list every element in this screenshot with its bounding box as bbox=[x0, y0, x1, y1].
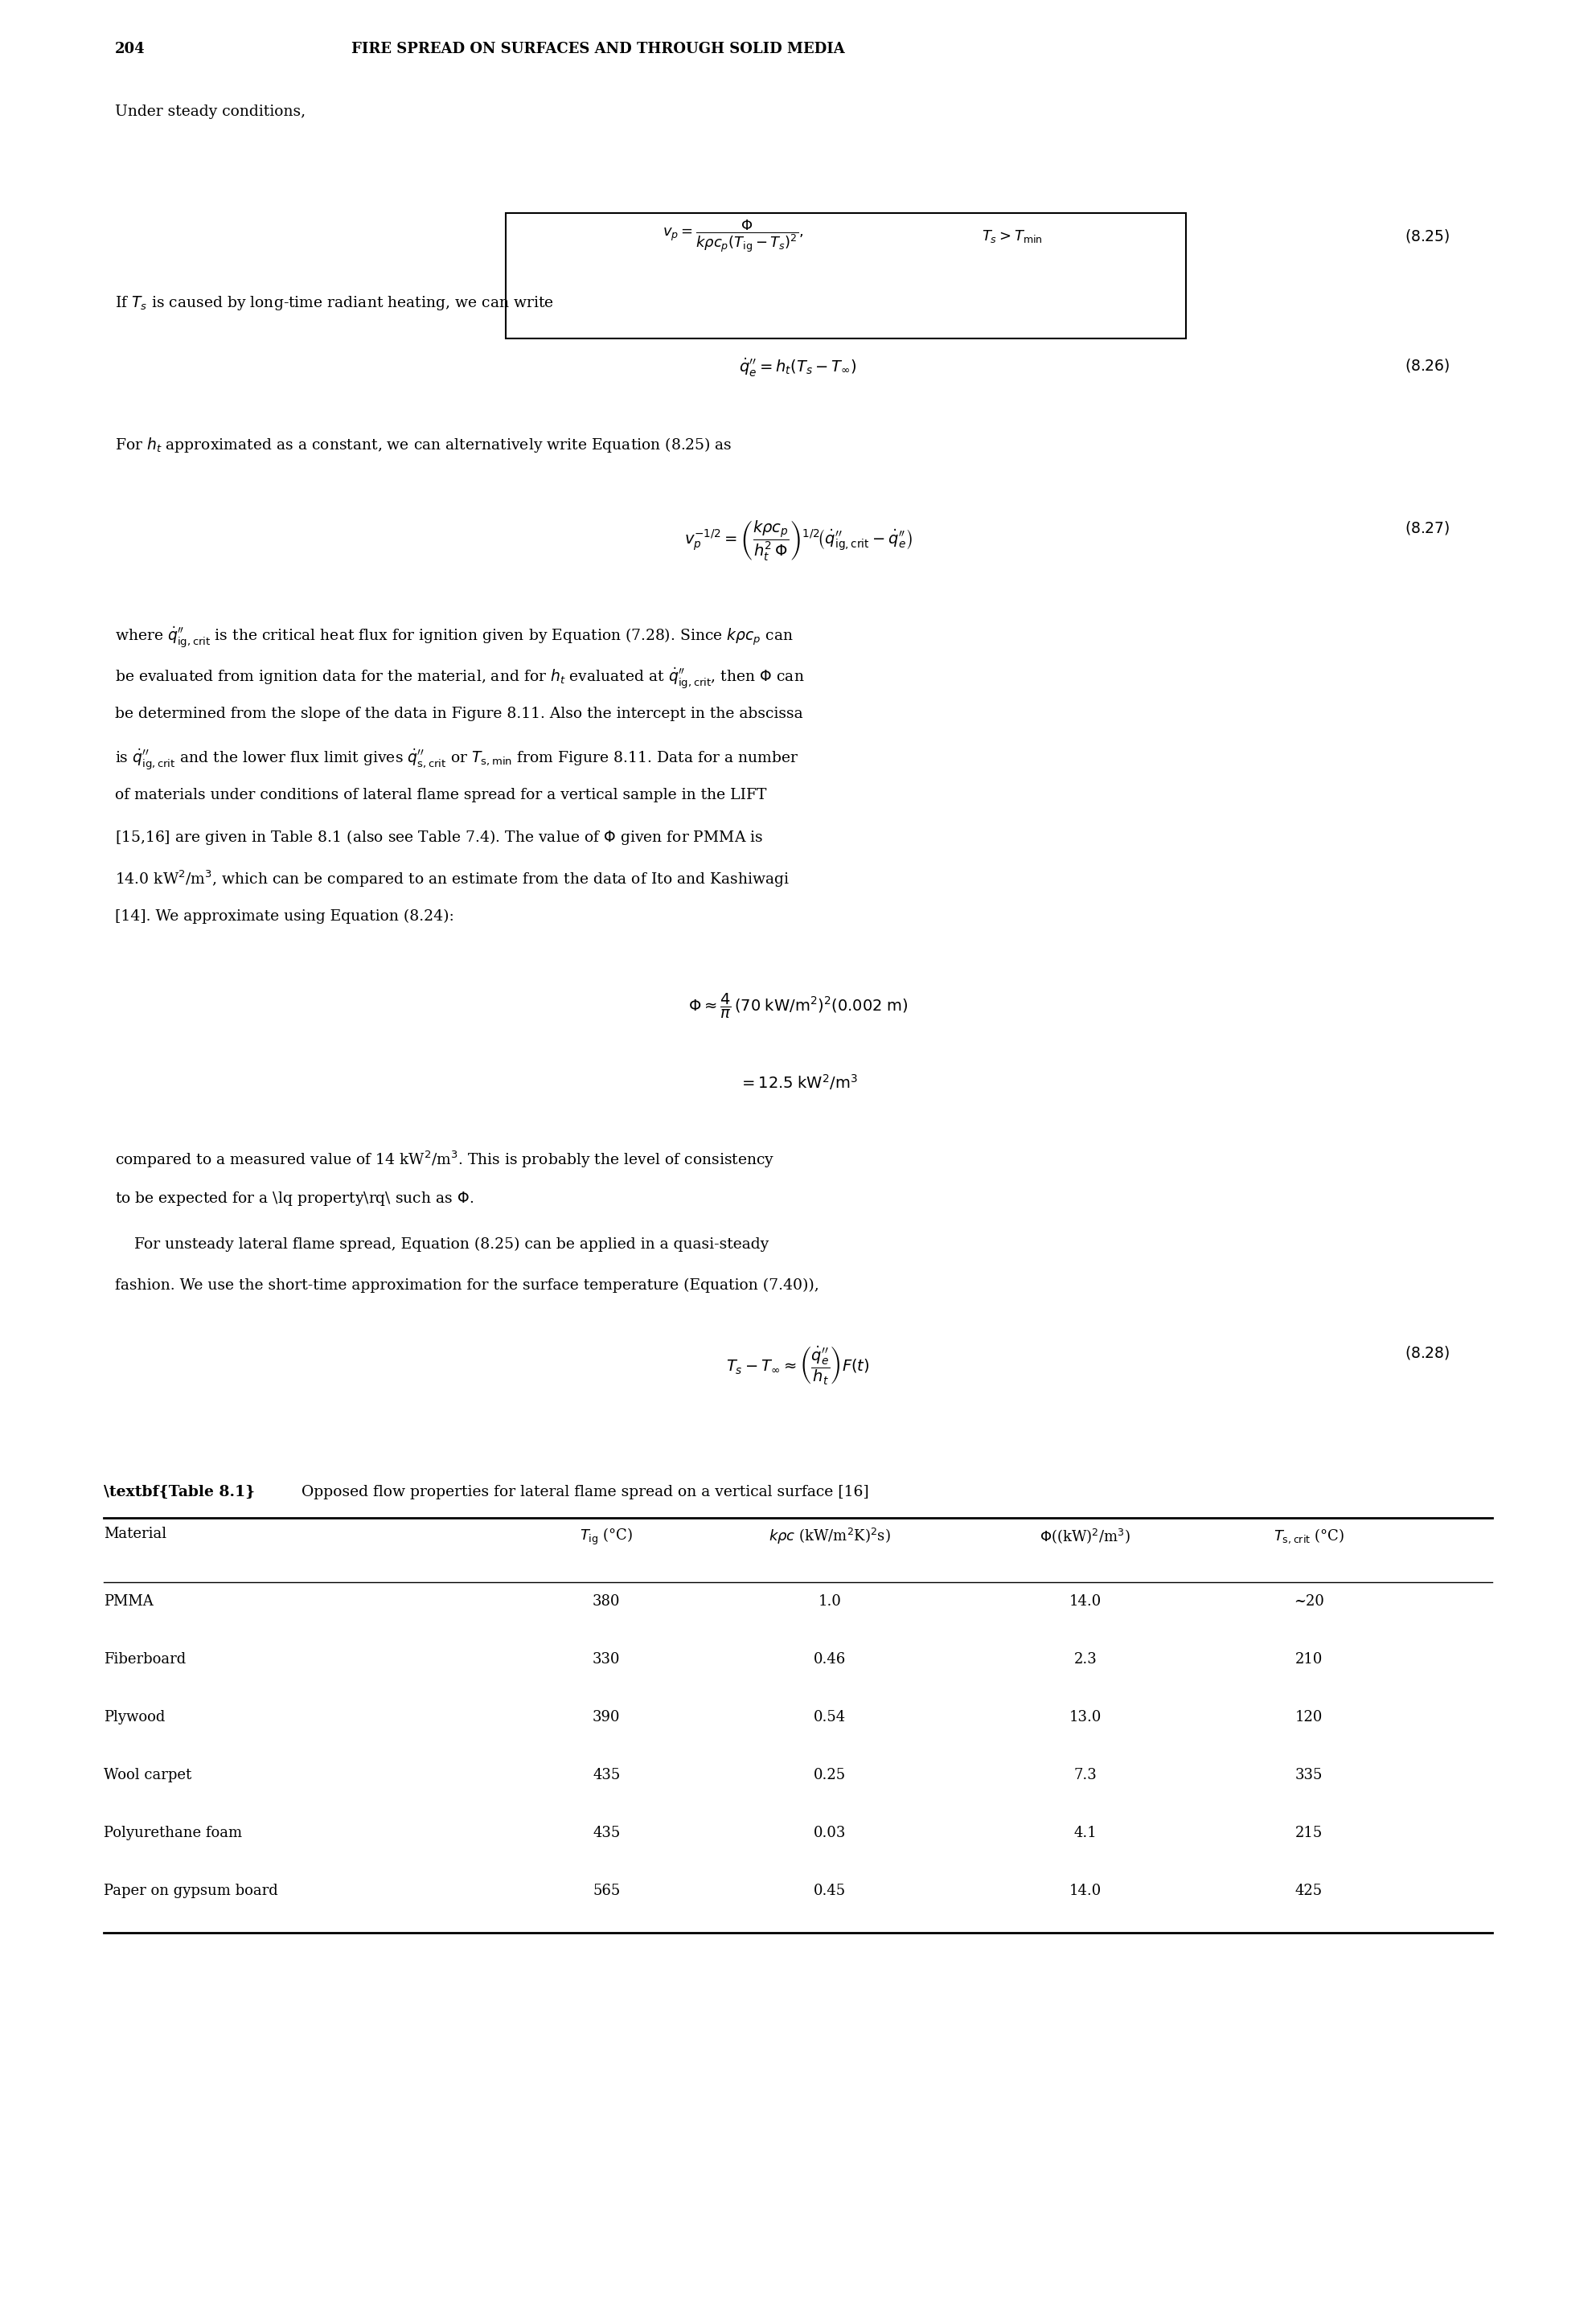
Text: $(8.26)$: $(8.26)$ bbox=[1404, 357, 1449, 373]
Text: $(8.25)$: $(8.25)$ bbox=[1404, 227, 1449, 246]
Text: $\Phi \approx \dfrac{4}{\pi}\,(70\;\mathrm{kW/m^2})^2(0.002\;\mathrm{m})$: $\Phi \approx \dfrac{4}{\pi}\,(70\;\math… bbox=[688, 992, 908, 1019]
Text: Fiberboard: Fiberboard bbox=[104, 1652, 187, 1666]
Text: $\Phi$((kW)$^2$/m$^3$): $\Phi$((kW)$^2$/m$^3$) bbox=[1041, 1527, 1130, 1545]
Text: 4.1: 4.1 bbox=[1074, 1826, 1096, 1840]
Text: Polyurethane foam: Polyurethane foam bbox=[104, 1826, 243, 1840]
Text: $T_{\mathrm{ig}}$ (°C): $T_{\mathrm{ig}}$ (°C) bbox=[579, 1527, 634, 1548]
Text: [14]. We approximate using Equation (8.24):: [14]. We approximate using Equation (8.2… bbox=[115, 911, 453, 924]
Text: 215: 215 bbox=[1294, 1826, 1323, 1840]
Text: 390: 390 bbox=[592, 1710, 621, 1724]
Text: Wool carpet: Wool carpet bbox=[104, 1768, 192, 1782]
Text: 204: 204 bbox=[115, 42, 145, 56]
Text: Paper on gypsum board: Paper on gypsum board bbox=[104, 1884, 278, 1898]
Text: is $\dot{q}^{\prime\prime}_{\mathrm{ig,crit}}$ and the lower flux limit gives $\: is $\dot{q}^{\prime\prime}_{\mathrm{ig,c… bbox=[115, 746, 798, 772]
Text: $T_s > T_{\min}$: $T_s > T_{\min}$ bbox=[982, 229, 1042, 243]
Text: 380: 380 bbox=[592, 1594, 621, 1608]
Text: be evaluated from ignition data for the material, and for $h_t$ evaluated at $\d: be evaluated from ignition data for the … bbox=[115, 667, 804, 690]
Text: \textbf{Table 8.1}: \textbf{Table 8.1} bbox=[104, 1485, 255, 1499]
Text: Material: Material bbox=[104, 1527, 166, 1541]
Text: Under steady conditions,: Under steady conditions, bbox=[115, 104, 305, 118]
Text: $k\rho c$ (kW/m$^2$K)$^2$s): $k\rho c$ (kW/m$^2$K)$^2$s) bbox=[769, 1527, 891, 1545]
Text: 0.46: 0.46 bbox=[814, 1652, 846, 1666]
Text: $v_p = \dfrac{\Phi}{k\rho c_p(T_{\mathrm{ig}} - T_s)^2},$: $v_p = \dfrac{\Phi}{k\rho c_p(T_{\mathrm… bbox=[662, 218, 803, 255]
Text: compared to a measured value of 14 kW$^2$/m$^3$. This is probably the level of c: compared to a measured value of 14 kW$^2… bbox=[115, 1149, 774, 1170]
Text: 435: 435 bbox=[592, 1826, 621, 1840]
Text: Opposed flow properties for lateral flame spread on a vertical surface [16]: Opposed flow properties for lateral flam… bbox=[292, 1485, 870, 1499]
Text: to be expected for a \lq property\rq\ such as $\Phi$.: to be expected for a \lq property\rq\ su… bbox=[115, 1191, 474, 1207]
Text: 0.03: 0.03 bbox=[814, 1826, 846, 1840]
Text: 13.0: 13.0 bbox=[1069, 1710, 1101, 1724]
Text: 120: 120 bbox=[1294, 1710, 1323, 1724]
Text: of materials under conditions of lateral flame spread for a vertical sample in t: of materials under conditions of lateral… bbox=[115, 788, 766, 802]
Text: Plywood: Plywood bbox=[104, 1710, 164, 1724]
Text: 335: 335 bbox=[1294, 1768, 1323, 1782]
Text: 2.3: 2.3 bbox=[1074, 1652, 1096, 1666]
Text: 14.0: 14.0 bbox=[1069, 1594, 1101, 1608]
Text: fashion. We use the short-time approximation for the surface temperature (Equati: fashion. We use the short-time approxima… bbox=[115, 1279, 819, 1293]
Text: 7.3: 7.3 bbox=[1074, 1768, 1096, 1782]
Text: 0.25: 0.25 bbox=[814, 1768, 846, 1782]
Text: For unsteady lateral flame spread, Equation (8.25) can be applied in a quasi-ste: For unsteady lateral flame spread, Equat… bbox=[115, 1237, 769, 1251]
Text: $v_p^{-1/2} = \left(\dfrac{k\rho c_p}{h_t^2\,\Phi}\right)^{1/2} \!\left(\dot{q}^: $v_p^{-1/2} = \left(\dfrac{k\rho c_p}{h_… bbox=[685, 519, 911, 563]
Text: 1.0: 1.0 bbox=[819, 1594, 841, 1608]
Text: 210: 210 bbox=[1294, 1652, 1323, 1666]
Text: If $T_s$ is caused by long-time radiant heating, we can write: If $T_s$ is caused by long-time radiant … bbox=[115, 294, 554, 313]
FancyBboxPatch shape bbox=[506, 213, 1186, 338]
Text: 565: 565 bbox=[592, 1884, 621, 1898]
Text: 14.0 kW$^2$/m$^3$, which can be compared to an estimate from the data of Ito and: 14.0 kW$^2$/m$^3$, which can be compared… bbox=[115, 869, 790, 890]
Text: 0.45: 0.45 bbox=[814, 1884, 846, 1898]
Text: $= 12.5\;\mathrm{kW^2/m^3}$: $= 12.5\;\mathrm{kW^2/m^3}$ bbox=[739, 1073, 857, 1091]
Text: 14.0: 14.0 bbox=[1069, 1884, 1101, 1898]
Text: 330: 330 bbox=[592, 1652, 621, 1666]
Text: 435: 435 bbox=[592, 1768, 621, 1782]
Text: [15,16] are given in Table 8.1 (also see Table 7.4). The value of $\Phi$ given f: [15,16] are given in Table 8.1 (also see… bbox=[115, 829, 763, 846]
Text: $(8.27)$: $(8.27)$ bbox=[1404, 519, 1449, 535]
Text: PMMA: PMMA bbox=[104, 1594, 153, 1608]
Text: 425: 425 bbox=[1294, 1884, 1323, 1898]
Text: be determined from the slope of the data in Figure 8.11. Also the intercept in t: be determined from the slope of the data… bbox=[115, 707, 803, 721]
Text: 0.54: 0.54 bbox=[814, 1710, 846, 1724]
Text: $\dot{q}^{\prime\prime}_e = h_t(T_s - T_\infty)$: $\dot{q}^{\prime\prime}_e = h_t(T_s - T_… bbox=[739, 357, 857, 378]
Text: where $\dot{q}^{\prime\prime}_{\mathrm{ig,crit}}$ is the critical heat flux for : where $\dot{q}^{\prime\prime}_{\mathrm{i… bbox=[115, 626, 793, 649]
Text: $T_s - T_\infty \approx \left(\dfrac{\dot{q}^{\prime\prime}_e}{h_t}\right) F(t)$: $T_s - T_\infty \approx \left(\dfrac{\do… bbox=[726, 1344, 870, 1386]
Text: $T_{\mathrm{s,crit}}$ (°C): $T_{\mathrm{s,crit}}$ (°C) bbox=[1274, 1527, 1344, 1545]
Text: ~20: ~20 bbox=[1293, 1594, 1325, 1608]
Text: For $h_t$ approximated as a constant, we can alternatively write Equation (8.25): For $h_t$ approximated as a constant, we… bbox=[115, 436, 733, 454]
Text: FIRE SPREAD ON SURFACES AND THROUGH SOLID MEDIA: FIRE SPREAD ON SURFACES AND THROUGH SOLI… bbox=[351, 42, 844, 56]
Text: $(8.28)$: $(8.28)$ bbox=[1404, 1344, 1449, 1360]
